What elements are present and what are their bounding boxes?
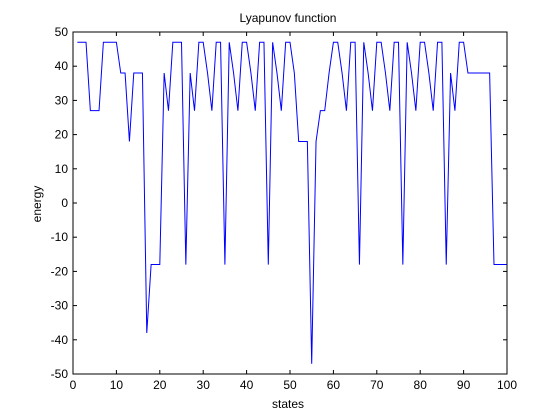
x-tick-label: 90 bbox=[457, 378, 471, 392]
series-line-0 bbox=[77, 41, 507, 364]
y-axis-label: energy bbox=[30, 186, 44, 223]
chart-title: Lyapunov function bbox=[240, 11, 337, 25]
x-tick-label: 100 bbox=[497, 378, 517, 392]
x-tick-label: 40 bbox=[240, 378, 254, 392]
x-tick-label: 20 bbox=[153, 378, 167, 392]
y-tick-label: 40 bbox=[55, 59, 69, 73]
x-axis-label: states bbox=[272, 397, 304, 411]
y-tick-label: 10 bbox=[55, 162, 69, 176]
y-tick-label: -20 bbox=[51, 264, 69, 278]
y-tick-label: -40 bbox=[51, 333, 69, 347]
y-tick-label: 30 bbox=[55, 93, 69, 107]
y-tick-label: 0 bbox=[61, 196, 68, 210]
plot-area bbox=[72, 31, 508, 375]
x-tick-label: 70 bbox=[370, 378, 384, 392]
tick-labels: 0 10 20 30 40 50 60 70 80 90 100 -50 -40 -30 -20 -10 0 10… bbox=[51, 25, 518, 392]
x-tick-label: 60 bbox=[327, 378, 341, 392]
axis-ticks bbox=[72, 31, 508, 375]
y-tick-label: -50 bbox=[51, 367, 69, 381]
y-tick-label: -10 bbox=[51, 230, 69, 244]
y-tick-label: -30 bbox=[51, 299, 69, 313]
x-tick-label: 30 bbox=[197, 378, 211, 392]
x-tick-label: 10 bbox=[110, 378, 124, 392]
x-tick-label: 0 bbox=[70, 378, 77, 392]
x-tick-label: 80 bbox=[414, 378, 428, 392]
y-tick-label: 20 bbox=[55, 128, 69, 142]
y-tick-label: 50 bbox=[55, 25, 69, 39]
axes-box bbox=[72, 31, 508, 375]
x-tick-label: 50 bbox=[283, 378, 297, 392]
